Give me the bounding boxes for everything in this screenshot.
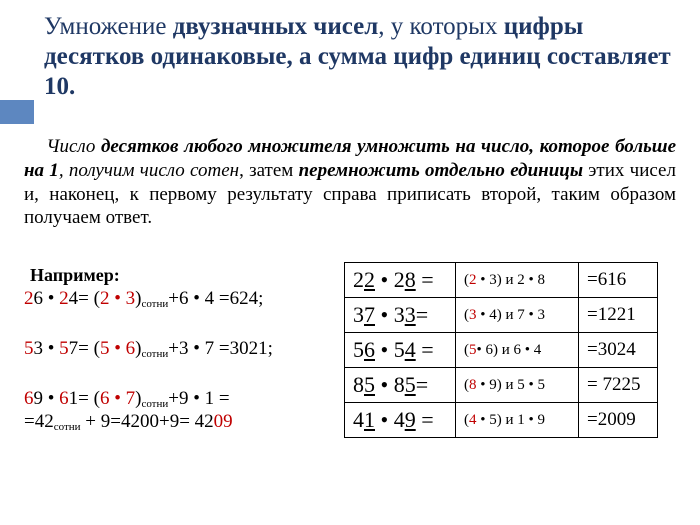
example-3: 69 • 61= (6 • 7)сотни+9 • 1 = =42сотни +… (24, 388, 344, 434)
calc-cell: (4 • 5) и 1 • 9 (456, 403, 579, 438)
semi-1: ; (258, 288, 263, 309)
semi-2: ; (268, 338, 273, 359)
rule-t2: , получим число сотен (59, 160, 239, 181)
ex2-e: 5 • 6 (100, 338, 135, 359)
result-cell: =3024 (579, 333, 658, 368)
table-row: 85 • 85=(8 • 9) и 5 • 5= 7225 (345, 368, 658, 403)
title-text-1: Умножение (44, 13, 173, 40)
result-cell: = 7225 (579, 368, 658, 403)
ex1-g: +6 • 4 =624 (168, 288, 258, 309)
ex3-g: +9 • 1 = (168, 388, 229, 409)
slide: Умножение двузначных чисел, у которых ци… (0, 0, 700, 525)
table-row: 37 • 33=(3 • 4) и 7 • 3=1221 (345, 298, 658, 333)
ex2-sub: сотни (141, 348, 168, 360)
ex1-a: 2 (24, 288, 34, 309)
title-bold-1: двузначных чисел (173, 13, 379, 40)
rule-t3: , затем (239, 160, 299, 181)
ex1-b: 6 • (34, 288, 60, 309)
ex2-c: 5 (59, 338, 69, 359)
rule-indent (24, 136, 46, 157)
accent-bar (0, 100, 34, 124)
ex3-d: 1= ( (69, 388, 100, 409)
ex3-c: 6 (59, 388, 69, 409)
problem-cell: 41 • 49 = (345, 403, 456, 438)
ex1-sub: сотни (141, 298, 168, 310)
ex3-e: 6 • 7 (100, 388, 135, 409)
table-row: 56 • 54 =(5• 6) и 6 • 4=3024 (345, 333, 658, 368)
rule-paragraph: Число десятков любого множителя умножить… (24, 135, 676, 230)
ex2-d: 7= ( (69, 338, 100, 359)
ex2-b: 3 • (34, 338, 60, 359)
ex2-a: 5 (24, 338, 34, 359)
example-1: 26 • 24= (2 • 3)сотни+6 • 4 =624; (24, 288, 344, 311)
problem-cell: 37 • 33= (345, 298, 456, 333)
ex1-e: 2 • 3 (100, 288, 135, 309)
calc-cell: (3 • 4) и 7 • 3 (456, 298, 579, 333)
calc-cell: (5• 6) и 6 • 4 (456, 333, 579, 368)
rule-b2: перемножить отдельно единицы (299, 160, 583, 181)
ex3-l2sub: сотни (54, 421, 81, 433)
problem-cell: 85 • 85= (345, 368, 456, 403)
table-row: 22 • 28 =(2 • 3) и 2 • 8=616 (345, 263, 658, 298)
rule-t1: Число (46, 136, 101, 157)
ex2-g: +3 • 7 =3021 (168, 338, 267, 359)
result-cell: =2009 (579, 403, 658, 438)
calc-cell: (2 • 3) и 2 • 8 (456, 263, 579, 298)
calc-cell: (8 • 9) и 5 • 5 (456, 368, 579, 403)
ex1-d: 4= ( (69, 288, 100, 309)
problem-cell: 22 • 28 = (345, 263, 456, 298)
ex3-l2a: =42 (24, 411, 54, 432)
example-2: 53 • 57= (5 • 6)сотни+3 • 7 =3021; (24, 338, 344, 361)
slide-title: Умножение двузначных чисел, у которых ци… (44, 12, 684, 102)
result-cell: =616 (579, 263, 658, 298)
table-row: 41 • 49 =(4 • 5) и 1 • 9=2009 (345, 403, 658, 438)
result-cell: =1221 (579, 298, 658, 333)
ex3-a: 6 (24, 388, 34, 409)
ex1-c: 2 (59, 288, 69, 309)
problem-cell: 56 • 54 = (345, 333, 456, 368)
ex3-sub: сотни (141, 398, 168, 410)
title-text-2: , у которых (378, 13, 503, 40)
examples-table: 22 • 28 =(2 • 3) и 2 • 8=61637 • 33=(3 •… (344, 262, 658, 438)
ex3-b: 9 • (34, 388, 60, 409)
example-label: Например: (30, 265, 120, 286)
ex3-l2b: + 9=4200+9= 42 (81, 411, 214, 432)
ex3-l2c: 09 (214, 411, 233, 432)
